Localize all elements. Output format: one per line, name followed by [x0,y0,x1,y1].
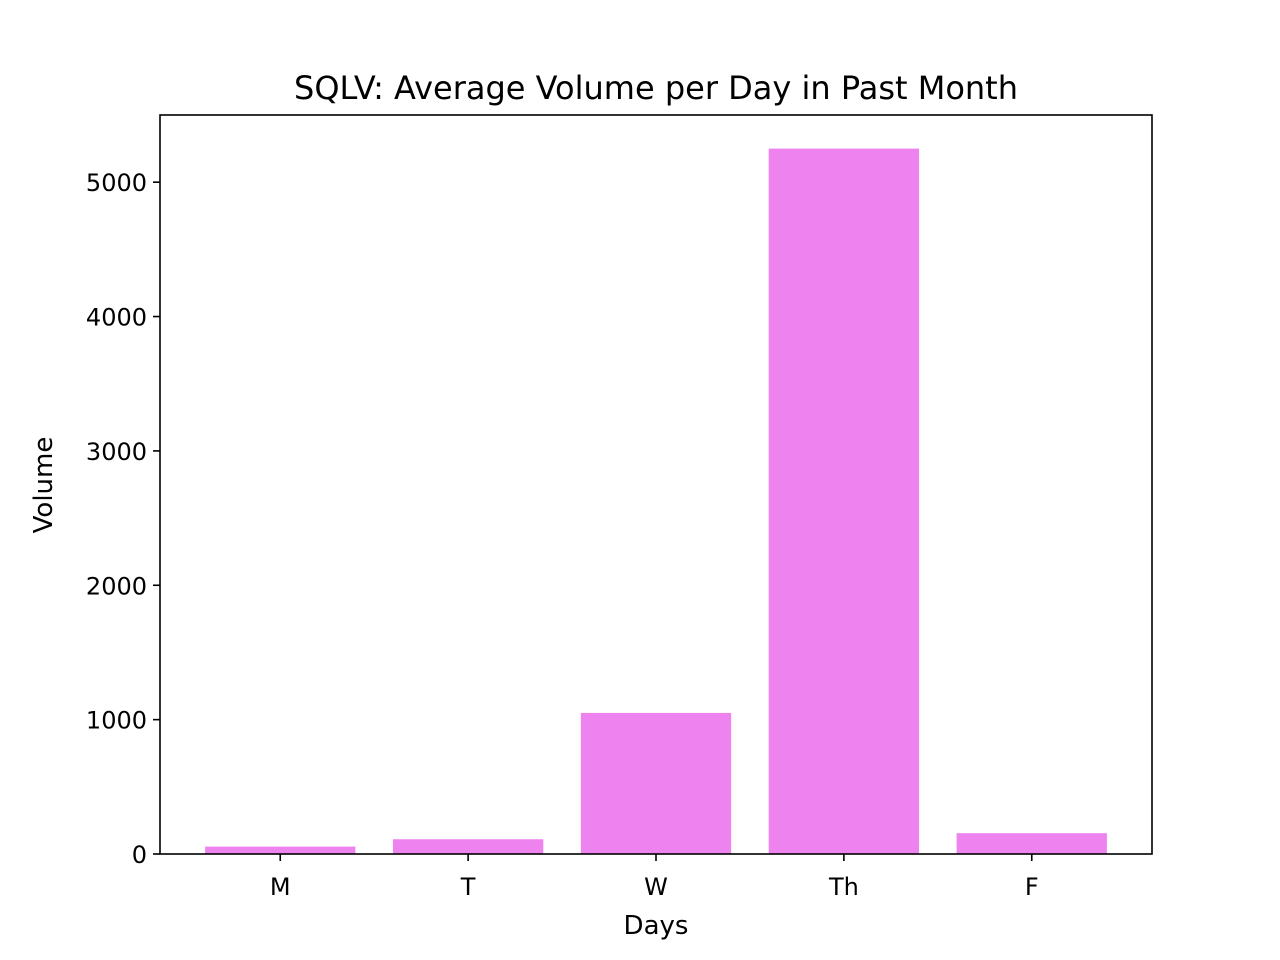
y-tick-label-2000: 2000 [86,572,147,600]
bars-group [205,148,1107,854]
y-tick-label-3000: 3000 [86,438,147,466]
y-tick-label-0: 0 [132,841,147,869]
y-tick-label-1000: 1000 [86,707,147,735]
x-tick-label-th: Th [828,873,859,901]
x-axis-ticks: M T W Th F [270,854,1039,901]
x-tick-label-t: T [460,873,476,901]
chart-title: SQLV: Average Volume per Day in Past Mon… [294,69,1018,107]
bar-m [205,846,356,854]
y-tick-label-4000: 4000 [86,304,147,332]
x-tick-label-w: W [644,873,668,901]
bar-w [580,712,732,854]
plot-frame [159,114,1153,855]
y-tick-label-5000: 5000 [86,169,147,197]
bar-th [768,148,920,854]
x-axis-label: Days [624,911,689,941]
bar-t [392,839,544,854]
y-axis-label: Volume [29,437,59,534]
x-tick-label-f: F [1025,873,1039,901]
y-axis-ticks: 0 1000 2000 3000 4000 5000 [86,169,160,869]
bar-f [956,833,1107,854]
x-tick-label-m: M [270,873,291,901]
